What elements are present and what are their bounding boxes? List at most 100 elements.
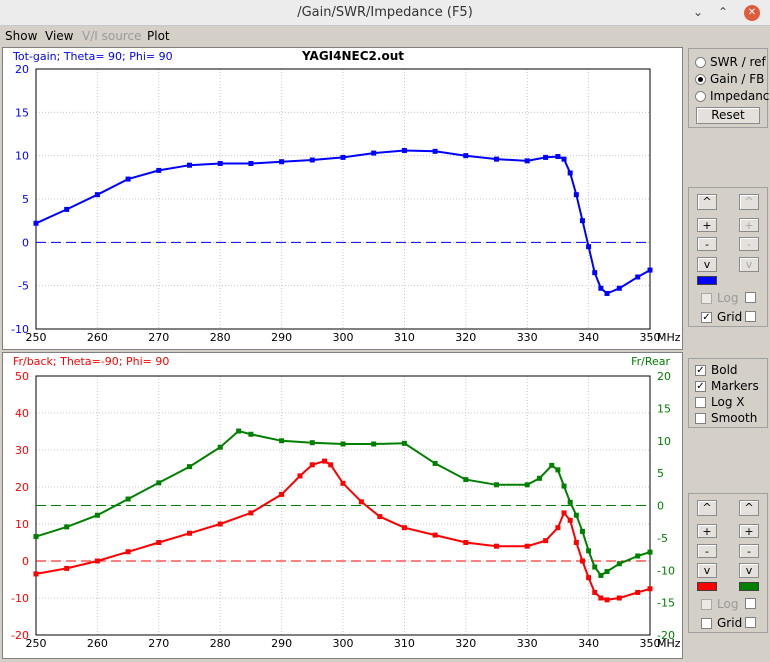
frback-left-down-button[interactable]: v	[697, 563, 717, 578]
series-line-0	[35, 460, 651, 601]
gain-right-plus-button[interactable]: +	[739, 218, 759, 232]
frrear-down-button[interactable]: v	[739, 563, 759, 578]
x-tick-label: 330	[517, 637, 538, 650]
radio-gain-fb-circle[interactable]	[695, 73, 706, 85]
gain-log-box[interactable]	[701, 292, 712, 304]
data-point-marker	[561, 483, 567, 489]
series-line-0	[35, 149, 651, 295]
frrear-minus-button[interactable]: -	[739, 544, 759, 558]
x-tick-label: 280	[210, 637, 231, 650]
radio-swr-ref-label: SWR / ref	[710, 55, 766, 69]
smooth-checkbox[interactable]: Smooth	[695, 410, 757, 426]
data-point-marker	[125, 496, 131, 502]
radio-swr-ref[interactable]: SWR / ref	[695, 54, 766, 70]
data-point-marker	[573, 192, 579, 198]
frrear-plus-button[interactable]: +	[739, 524, 759, 538]
data-point-marker	[463, 153, 469, 159]
minimize-icon[interactable]: ⌃	[717, 5, 729, 19]
frback-left-up-button[interactable]: ^	[697, 500, 717, 516]
frrear-color-swatch[interactable]	[739, 582, 759, 591]
data-point-marker	[125, 176, 131, 182]
reset-button[interactable]: Reset	[696, 107, 760, 124]
bold-checkbox[interactable]: ✓ Bold	[695, 362, 738, 378]
gain-color-swatch[interactable]	[697, 276, 717, 285]
data-point-marker	[604, 597, 610, 603]
y2-tick-label: 5	[657, 467, 664, 480]
data-point-marker	[463, 540, 469, 545]
data-point-marker	[297, 473, 303, 479]
logx-box[interactable]	[695, 396, 706, 408]
x-tick-label: 310	[394, 637, 415, 650]
data-point-marker	[187, 464, 192, 470]
gain-grid-box[interactable]: ✓	[701, 311, 712, 323]
frback-left-plus-button[interactable]: +	[697, 524, 717, 538]
data-point-marker	[635, 589, 641, 595]
y-tick-label: -5	[18, 280, 29, 293]
y-tick-label: 10	[15, 518, 29, 531]
gain-grid-label: Grid	[717, 310, 743, 324]
gain-left-plus-button[interactable]: +	[697, 218, 717, 232]
gain-log-checkbox[interactable]: Log	[701, 290, 738, 306]
frback-log-box[interactable]	[701, 598, 712, 610]
data-point-marker	[592, 564, 598, 570]
data-point-marker	[248, 160, 254, 166]
smooth-box[interactable]	[695, 412, 706, 424]
bold-box[interactable]: ✓	[695, 364, 706, 376]
frback-grid-box[interactable]	[701, 617, 712, 629]
data-point-marker	[647, 549, 653, 555]
pin-icon[interactable]: ⌄	[692, 5, 704, 19]
radio-impedance[interactable]: Impedance	[695, 88, 770, 104]
menu-plot[interactable]: Plot	[147, 29, 170, 43]
menu-vi-source[interactable]: V/I source	[82, 29, 142, 43]
frrear-up-button[interactable]: ^	[739, 500, 759, 516]
close-icon[interactable]: ✕	[744, 5, 760, 21]
frback-log-checkbox[interactable]: Log	[701, 596, 738, 612]
gain-right-down-button[interactable]: v	[739, 257, 759, 272]
frrear-grid-box[interactable]	[745, 617, 756, 628]
data-point-marker	[549, 462, 555, 468]
data-point-marker	[279, 491, 285, 497]
x-tick-label: 260	[87, 331, 108, 344]
data-point-marker	[604, 569, 610, 575]
frrear-log-box[interactable]	[745, 598, 756, 609]
gain-left-up-button[interactable]: ^	[697, 194, 717, 210]
y-tick-label: 20	[15, 63, 29, 76]
frback-grid-checkbox[interactable]: Grid	[701, 615, 742, 631]
gain-right-up-button[interactable]: ^	[739, 194, 759, 210]
radio-swr-ref-circle[interactable]	[695, 56, 706, 68]
x-tick-label: 250	[26, 637, 47, 650]
menu-show[interactable]: Show	[5, 29, 38, 43]
menu-view[interactable]: View	[45, 29, 74, 43]
data-point-marker	[555, 154, 561, 160]
radio-impedance-circle[interactable]	[695, 90, 706, 102]
gain-right-log-box[interactable]	[745, 292, 756, 303]
data-point-marker	[543, 154, 549, 160]
gain-left-minus-button[interactable]: -	[697, 237, 717, 251]
radio-gain-fb[interactable]: Gain / FB	[695, 71, 764, 87]
gain-log-label: Log	[717, 291, 739, 305]
y-tick-label: 30	[15, 444, 29, 457]
gain-right-minus-button[interactable]: -	[739, 237, 759, 251]
gain-plot-area: 250 260 270 280 290 300 310 320 330 340 350 MHz 20 15…	[2, 47, 683, 350]
data-point-marker	[377, 514, 383, 520]
data-point-marker	[543, 538, 549, 544]
data-point-marker	[635, 553, 641, 559]
markers-box[interactable]: ✓	[695, 380, 706, 392]
gain-grid-checkbox[interactable]: ✓ Grid	[701, 309, 742, 325]
frback-left-minus-button[interactable]: -	[697, 544, 717, 558]
frback-color-swatch[interactable]	[697, 582, 717, 591]
frback-log-label: Log	[717, 597, 739, 611]
window-title: /Gain/SWR/Impedance (F5)	[297, 5, 473, 20]
right-axis-label: Fr/Rear	[631, 355, 670, 368]
data-point-marker	[217, 521, 223, 527]
data-point-marker	[463, 477, 469, 483]
data-point-marker	[33, 534, 39, 540]
x-tick-label: 350	[640, 331, 661, 344]
data-point-marker	[555, 525, 561, 531]
logx-checkbox[interactable]: Log X	[695, 394, 744, 410]
gain-right-grid-box[interactable]	[745, 311, 756, 322]
data-point-marker	[524, 482, 530, 488]
gain-left-down-button[interactable]: v	[697, 257, 717, 272]
markers-checkbox[interactable]: ✓ Markers	[695, 378, 759, 394]
